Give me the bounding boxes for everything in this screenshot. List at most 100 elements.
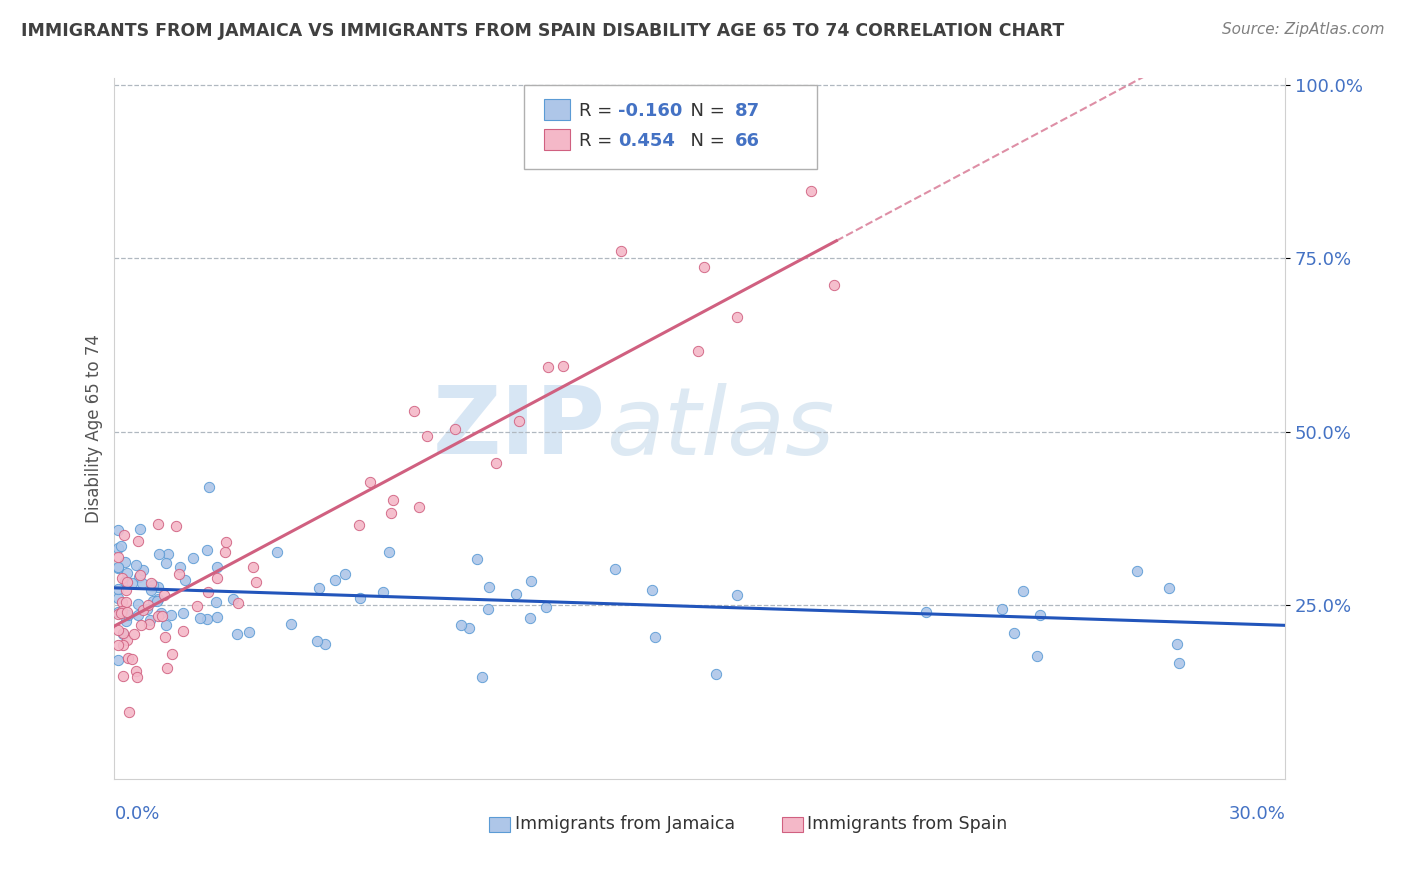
Point xyxy=(146,609,169,624)
FancyBboxPatch shape xyxy=(489,816,510,832)
Text: N =: N = xyxy=(679,103,730,120)
Point xyxy=(115,575,138,590)
Point xyxy=(148,592,170,607)
Point xyxy=(174,573,197,587)
Point xyxy=(111,594,134,608)
Point xyxy=(484,456,506,470)
Point xyxy=(505,586,527,600)
Point xyxy=(111,571,134,585)
Point xyxy=(107,561,129,575)
Point xyxy=(153,589,176,603)
Point xyxy=(704,667,727,681)
Point xyxy=(307,634,329,648)
Point xyxy=(725,588,748,602)
Point xyxy=(1026,649,1049,664)
Point xyxy=(443,422,465,436)
Point xyxy=(150,606,173,620)
Text: IMMIGRANTS FROM JAMAICA VS IMMIGRANTS FROM SPAIN DISABILITY AGE 65 TO 74 CORRELA: IMMIGRANTS FROM JAMAICA VS IMMIGRANTS FR… xyxy=(21,22,1064,40)
Point xyxy=(115,566,138,581)
Point xyxy=(686,344,709,359)
Point xyxy=(226,596,249,610)
Point xyxy=(225,627,247,641)
Point xyxy=(172,606,194,620)
Point xyxy=(111,669,134,683)
Y-axis label: Disability Age 65 to 74: Disability Age 65 to 74 xyxy=(86,334,103,523)
Point xyxy=(308,581,330,595)
Point xyxy=(537,359,560,374)
Point xyxy=(129,522,152,536)
Point xyxy=(477,580,499,594)
Point xyxy=(402,403,425,417)
Point xyxy=(107,524,129,538)
Point xyxy=(1002,625,1025,640)
Point xyxy=(148,548,170,562)
Point xyxy=(136,602,159,616)
Point xyxy=(146,580,169,594)
Point xyxy=(114,574,136,588)
Point xyxy=(112,625,135,640)
Point xyxy=(1126,564,1149,578)
Point xyxy=(159,607,181,622)
Point xyxy=(117,632,139,647)
Point xyxy=(415,428,437,442)
Point xyxy=(644,630,666,644)
Point xyxy=(371,585,394,599)
Point xyxy=(382,492,405,507)
Point xyxy=(156,661,179,675)
Point xyxy=(186,599,208,614)
Point xyxy=(238,624,260,639)
Point xyxy=(142,594,165,608)
Text: R =: R = xyxy=(579,103,619,120)
Point xyxy=(188,610,211,624)
Point xyxy=(152,608,174,623)
Point xyxy=(125,558,148,572)
Point xyxy=(465,551,488,566)
Point xyxy=(519,574,541,588)
FancyBboxPatch shape xyxy=(544,128,569,150)
Point xyxy=(131,603,153,617)
Point xyxy=(915,605,938,619)
Text: -0.160: -0.160 xyxy=(617,103,682,120)
Point xyxy=(519,611,541,625)
Point xyxy=(181,551,204,566)
Point xyxy=(214,545,236,559)
Point xyxy=(136,598,159,612)
Point xyxy=(1028,607,1050,622)
Point xyxy=(115,615,138,629)
Point xyxy=(129,618,152,632)
Point xyxy=(107,638,129,652)
Point xyxy=(117,607,139,622)
Point xyxy=(107,559,129,574)
FancyBboxPatch shape xyxy=(782,816,803,832)
Point xyxy=(155,618,177,632)
FancyBboxPatch shape xyxy=(524,85,817,169)
Point xyxy=(121,652,143,666)
Point xyxy=(107,624,129,638)
Point xyxy=(800,184,823,198)
Point xyxy=(1168,657,1191,671)
Text: 0.0%: 0.0% xyxy=(114,805,160,823)
Point xyxy=(118,705,141,719)
Point xyxy=(266,545,288,559)
Text: 0.454: 0.454 xyxy=(617,132,675,150)
Text: 66: 66 xyxy=(735,132,759,150)
Point xyxy=(139,613,162,627)
Point xyxy=(139,583,162,598)
Point xyxy=(107,591,129,605)
Point xyxy=(107,653,129,667)
Point xyxy=(553,359,575,374)
Point xyxy=(111,604,134,618)
Point xyxy=(207,571,229,585)
Point xyxy=(823,277,845,292)
Point xyxy=(142,578,165,592)
Point xyxy=(112,627,135,641)
Point xyxy=(335,567,357,582)
Point xyxy=(222,591,245,606)
Text: 30.0%: 30.0% xyxy=(1229,805,1285,823)
Point xyxy=(408,500,430,515)
Text: atlas: atlas xyxy=(606,383,834,474)
Point xyxy=(693,260,716,274)
Point xyxy=(195,612,218,626)
Point xyxy=(349,591,371,606)
Point xyxy=(450,618,472,632)
